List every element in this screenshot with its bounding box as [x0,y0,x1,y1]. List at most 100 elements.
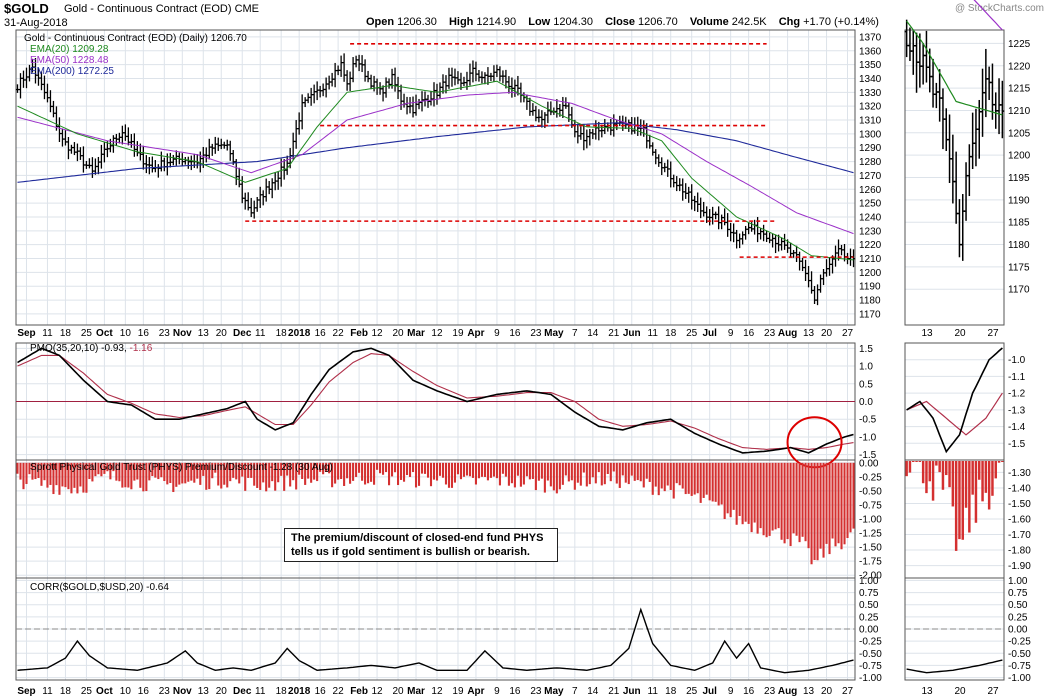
side-phys-bar [984,461,988,493]
phys-bar [367,462,370,484]
side-phys-bar [981,461,984,502]
phys-bar [771,462,774,531]
price-bar [768,232,772,244]
phys-bar [271,462,274,482]
phys-bar [31,462,34,480]
price-bar [417,98,421,110]
panel-titles: Gold - Continuous Contract (EOD) (Daily)… [24,33,333,593]
price-bar [93,158,98,175]
price-bar [228,140,232,161]
price-bar [779,237,784,251]
phys-bar [702,462,705,498]
side-price-bar [921,43,926,85]
phys-bar [663,462,666,492]
phys-bar [61,462,64,487]
price-bar [726,213,730,237]
phys-bar [148,462,151,481]
price-side-y-tick: 1220 [1008,61,1031,72]
axis-x-bottom-label: 27 [842,686,854,697]
axis-x-top-label: 11 [42,328,53,339]
price-bar [342,53,346,82]
price-bar [654,149,658,165]
axis-x-top-label: 23 [530,328,542,339]
price-bar [839,244,844,256]
phys-bar [52,462,55,495]
price-bar [273,172,277,191]
price-bar [378,82,382,95]
price-bar [147,157,151,175]
corr-panel [16,607,1004,674]
phys-bar [142,462,145,492]
phys-bar [244,462,247,491]
phys-side-y-tick: -1.70 [1008,530,1031,541]
price-bar [797,251,802,271]
phys-bar [849,462,852,533]
phys-bar [265,462,268,492]
phys-bar [810,462,813,565]
phys-bar [97,462,100,475]
price-bar [534,105,538,122]
phys-bar [600,462,603,486]
phys-bar [322,462,325,475]
phys-bar [588,462,591,485]
axis-x-bottom-label: 25 [81,686,93,697]
price-bar [708,209,712,226]
price-bar [495,64,499,78]
axis-x-bottom-label: 23 [764,686,776,697]
phys-bar [100,462,103,477]
phys-bar [696,462,699,494]
axis-x-top-label: 14 [587,328,599,339]
phys-bar [106,462,109,472]
side-price-bar [950,134,955,204]
phys-bar [364,462,367,485]
axis-x-bottom-label: 13 [198,686,210,697]
phys-bar [726,462,729,514]
phys-bar [358,462,361,473]
price-bar [213,136,217,154]
price-side-y-tick: 1200 [1008,151,1031,162]
phys-bar [376,462,379,470]
phys-bar [423,462,427,474]
phys-bar [630,462,633,476]
price-bar [537,109,541,123]
price-bar [369,74,373,90]
price-bar [714,211,718,220]
phys-bar [462,462,466,477]
phys-bar [438,462,442,476]
price-side-y-tick: 1175 [1008,262,1030,273]
axis-x-bottom-label: 18 [60,686,72,697]
phys-bar [510,462,513,484]
price-bar [372,75,376,92]
price-bar [546,101,550,124]
phys-bar [594,462,597,484]
price-bar [405,96,409,115]
side-price-bar [911,30,916,75]
price-bar [117,132,121,144]
axis-x-bottom-label: Jul [702,686,717,697]
phys-bar [121,462,124,488]
price-bar [803,259,808,282]
phys-bar [166,462,169,485]
price-bar [258,186,262,208]
phys-bar [28,462,31,475]
phys-bar [429,462,433,487]
phys-bar [151,462,154,476]
price-y-tick: 1190 [859,282,881,293]
phys-bar [576,462,579,483]
corr-y-tick: -1.00 [859,673,882,684]
phys-bar [675,462,678,484]
phys-bar [67,462,70,490]
pmo-y-tick: 0.0 [859,397,873,408]
price-bar [729,222,733,242]
phys-bar [678,462,681,486]
price-bar [741,231,745,245]
price-bar [96,156,101,175]
phys-bar [498,462,501,486]
phys-bar [633,462,636,481]
phys-bar [286,462,289,476]
phys-bar [822,462,825,558]
price-bar [600,124,604,138]
phys-bar [528,462,531,480]
side-price-bar [907,27,912,62]
price-bar [833,245,838,267]
